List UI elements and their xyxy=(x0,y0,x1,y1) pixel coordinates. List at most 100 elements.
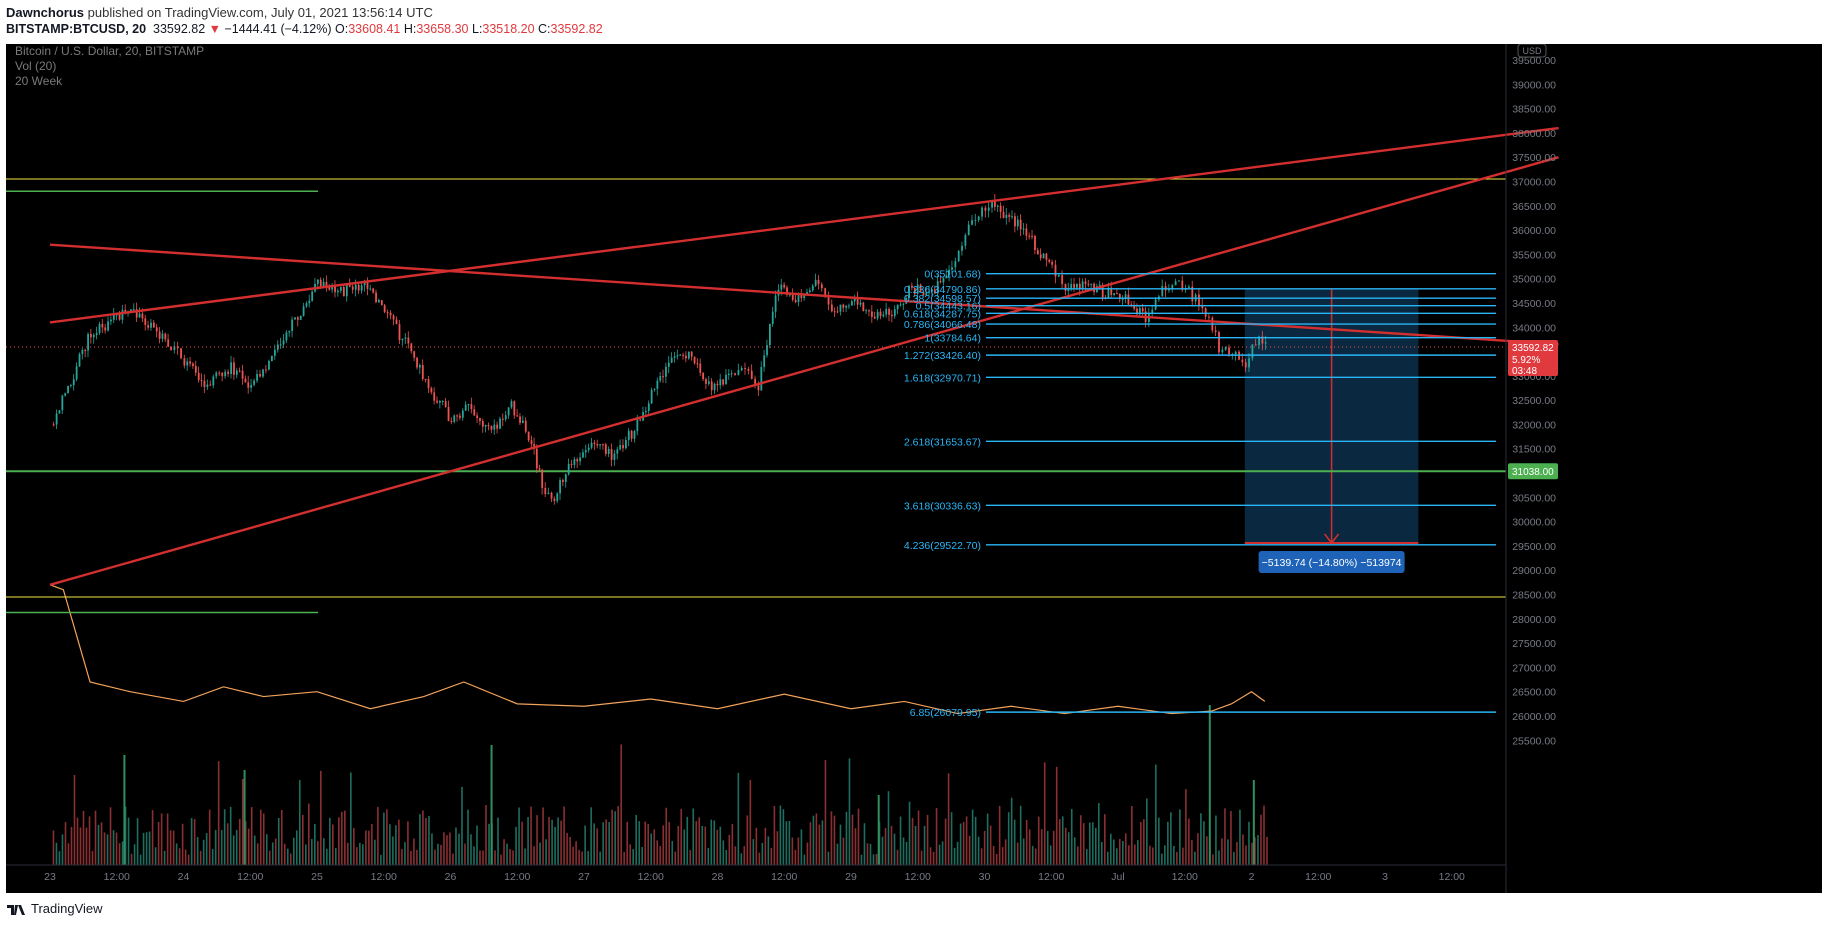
volume-bar xyxy=(842,837,845,865)
volume-bar xyxy=(1227,839,1229,865)
candle-body xyxy=(922,291,925,296)
volume-bar xyxy=(283,843,286,865)
candle-body xyxy=(484,425,487,427)
volume-bar xyxy=(58,851,61,865)
volume-bar xyxy=(662,825,665,865)
candle-body xyxy=(830,304,833,312)
candle-body xyxy=(919,284,922,292)
volume-bar xyxy=(223,809,226,865)
volume-bar xyxy=(1022,838,1025,865)
volume-bar xyxy=(1106,851,1109,865)
y-tick-label: 25500.00 xyxy=(1512,735,1556,747)
volume-bar xyxy=(593,823,595,865)
volume-bar xyxy=(377,806,379,865)
candle-body xyxy=(419,365,421,368)
candle-body xyxy=(464,404,467,411)
volume-bar xyxy=(458,833,460,865)
volume-bar xyxy=(1067,832,1070,865)
volume-bar xyxy=(740,853,743,865)
candle-body xyxy=(354,284,357,290)
volume-bar xyxy=(1206,836,1208,865)
candle-body xyxy=(271,355,273,362)
candle-body xyxy=(1151,309,1154,314)
volume-bar xyxy=(265,834,268,865)
candle-body xyxy=(1045,253,1048,260)
candle-body xyxy=(625,440,627,449)
volume-bar xyxy=(467,809,469,865)
candle-body xyxy=(763,355,766,367)
candle-body xyxy=(967,224,970,236)
volume-bar xyxy=(1037,816,1040,865)
price-chart[interactable]: 0(35101.68) 0.236(34790.86)0.382(34598.57… xyxy=(6,44,1822,893)
volume-bar xyxy=(542,807,544,865)
volume-bar xyxy=(1200,813,1202,865)
candle-body xyxy=(933,289,936,294)
volume-bar xyxy=(896,849,899,865)
candle-body xyxy=(824,288,827,296)
volume-bar xyxy=(935,807,938,865)
volume-bar xyxy=(497,817,499,865)
footer: TradingView xyxy=(0,893,1828,929)
candle-body xyxy=(1221,349,1224,353)
volume-bar xyxy=(968,835,971,865)
volume-bar xyxy=(971,809,974,865)
x-tick-label: 12:00 xyxy=(237,871,263,883)
candle-body xyxy=(1241,359,1244,363)
author-name[interactable]: Dawnchorus xyxy=(6,5,85,20)
y-tick-label: 34500.00 xyxy=(1512,298,1556,310)
volume-bar xyxy=(202,839,205,865)
candle-body xyxy=(1118,294,1121,300)
candle-body xyxy=(974,219,977,221)
volume-bar xyxy=(250,807,253,865)
x-tick-label: 24 xyxy=(178,871,190,883)
candle-body xyxy=(285,332,288,341)
candle-body xyxy=(699,363,702,373)
candle-body xyxy=(1234,351,1237,355)
candle-body xyxy=(899,304,902,306)
volume-bar xyxy=(782,809,785,865)
volume-bar xyxy=(1224,808,1226,865)
volume-bar xyxy=(232,835,235,865)
candle-body xyxy=(610,449,613,460)
volume-bar xyxy=(926,814,929,865)
candle-body xyxy=(273,349,276,356)
volume-bar xyxy=(1221,838,1223,865)
candle-body xyxy=(836,311,839,313)
volume-bar xyxy=(329,817,331,865)
volume-bar xyxy=(812,815,815,865)
candle-body xyxy=(1116,293,1118,295)
candle-body xyxy=(676,355,679,357)
fib-level-label: 0.618(34287.75) xyxy=(904,308,981,320)
volume-ma-line xyxy=(49,584,1266,715)
volume-bar xyxy=(845,811,848,865)
candle-body xyxy=(939,281,942,283)
candle-body xyxy=(244,378,247,383)
candle-body xyxy=(1248,358,1250,368)
candle-body xyxy=(653,388,656,390)
candle-body xyxy=(587,447,590,451)
volume-bar xyxy=(1001,847,1004,865)
candle-body xyxy=(200,379,203,381)
y-tick-label: 29500.00 xyxy=(1512,541,1556,553)
x-tick-label: 25 xyxy=(311,871,323,883)
volume-bar xyxy=(572,846,574,865)
volume-bar xyxy=(205,833,208,865)
volume-bar xyxy=(803,854,806,865)
candle-body xyxy=(189,361,192,364)
candle-body xyxy=(876,311,879,319)
candle-body xyxy=(800,295,803,298)
candle-body xyxy=(650,389,653,404)
tradingview-logo[interactable]: TradingView xyxy=(6,901,103,916)
volume-bar xyxy=(1070,809,1073,865)
candle-body xyxy=(619,445,622,450)
chart-pane[interactable]: 0(35101.68) 0.236(34790.86) 0.382(34598.57… xyxy=(6,44,1822,893)
candle-body xyxy=(1264,342,1267,344)
candle-body xyxy=(1181,280,1184,290)
candle-body xyxy=(282,340,285,345)
legend-volume: Vol (20) xyxy=(15,59,57,73)
volume-bar xyxy=(713,820,716,865)
candle-body xyxy=(673,356,676,358)
volume-bar xyxy=(995,854,998,865)
volume-bar xyxy=(139,854,142,865)
volume-bar xyxy=(449,832,451,865)
